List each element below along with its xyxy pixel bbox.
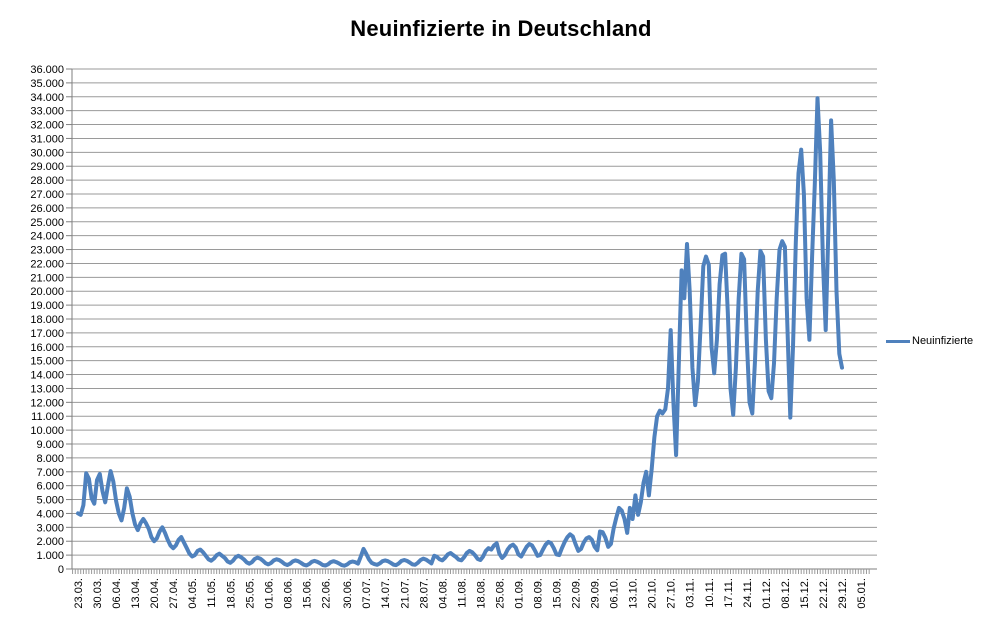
- y-axis-label: 27.000: [30, 189, 64, 201]
- y-axis-label: 31.000: [30, 133, 64, 145]
- x-axis-label: 01.12.: [761, 578, 773, 609]
- x-axis-label: 24.11.: [742, 578, 754, 608]
- y-axis-label: 1.000: [36, 550, 64, 562]
- x-axis-label: 22.12.: [818, 578, 830, 609]
- x-axis-label: 18.08.: [475, 578, 487, 609]
- x-axis-label: 13.04.: [130, 578, 142, 609]
- y-axis-label: 25.000: [30, 217, 64, 229]
- x-axis-label: 22.09.: [571, 578, 583, 609]
- y-axis-label: 2.000: [36, 536, 64, 548]
- y-axis-label: 14.000: [30, 370, 64, 382]
- x-axis-label: 08.12.: [780, 578, 792, 609]
- y-gridlines: [72, 68, 877, 556]
- y-axis-label: 33.000: [30, 106, 64, 118]
- x-axis-label: 25.08.: [494, 578, 506, 609]
- y-axis-label: 16.000: [30, 342, 64, 354]
- y-axis-label: 15.000: [30, 356, 64, 368]
- x-axis-label: 15.06.: [301, 578, 313, 609]
- x-axis-label: 27.04.: [168, 578, 180, 609]
- y-axis-label: 3.000: [36, 522, 64, 534]
- y-axis-label: 17.000: [30, 328, 64, 340]
- x-axis-label: 10.11.: [704, 578, 716, 608]
- y-axis-label: 35.000: [30, 78, 64, 90]
- x-axis-label: 28.07.: [418, 578, 430, 609]
- x-axis-ticks: [72, 569, 870, 574]
- x-axis-label: 21.07.: [399, 578, 411, 609]
- x-axis-label: 29.12.: [837, 578, 849, 609]
- x-axis-label: 17.11.: [723, 578, 735, 608]
- x-axis-label: 27.10.: [666, 578, 678, 609]
- y-axis-label: 8.000: [36, 453, 64, 465]
- x-axis-label: 05.01.: [856, 578, 868, 609]
- y-axis-label: 12.000: [30, 397, 64, 409]
- x-axis-label: 13.10.: [628, 578, 640, 609]
- x-axis-label: 06.10.: [609, 578, 621, 609]
- x-axis-label: 18.05.: [225, 578, 237, 609]
- y-axis-label: 30.000: [30, 147, 64, 159]
- x-axis-label: 23.03.: [73, 578, 85, 609]
- y-axis-label: 34.000: [30, 92, 64, 104]
- x-axis-label: 08.09.: [532, 578, 544, 609]
- y-axis-label: 32.000: [30, 120, 64, 132]
- y-axis-label: 13.000: [30, 383, 64, 395]
- x-axis-label: 30.06.: [342, 578, 354, 609]
- x-axis-label: 15.09.: [552, 578, 564, 609]
- x-axis-label: 14.07.: [380, 578, 392, 609]
- x-axis-label: 20.04.: [149, 578, 161, 609]
- x-axis-label: 11.08.: [456, 578, 468, 608]
- y-axis-label: 19.000: [30, 300, 64, 312]
- x-axis-labels: 23.03. 30.03. 06.04. 13.04. 20.04. 27.04. 04.0…: [73, 578, 868, 609]
- x-axis-label: 01.06.: [263, 578, 275, 609]
- x-axis-label: 25.05.: [244, 578, 256, 609]
- x-axis-label: 07.07.: [361, 578, 373, 609]
- y-axis-label: 5.000: [36, 495, 64, 507]
- x-axis-label: 20.10.: [647, 578, 659, 609]
- y-axis-label: 29.000: [30, 161, 64, 173]
- legend: Neuinfizierte: [886, 335, 973, 347]
- x-axis-label: 04.05.: [187, 578, 199, 609]
- x-axis-label: 08.06.: [282, 578, 294, 609]
- y-axis-label: 11.000: [31, 411, 64, 423]
- x-axis-label: 11.05.: [206, 578, 218, 608]
- y-axis-label: 18.000: [30, 314, 64, 326]
- x-axis-label: 30.03.: [92, 578, 104, 609]
- y-axis-label: 6.000: [36, 481, 64, 493]
- x-axis-label: 15.12.: [799, 578, 811, 609]
- y-axis-label: 22.000: [30, 258, 64, 270]
- y-axis-label: 20.000: [30, 286, 64, 298]
- y-axis-label: 10.000: [30, 425, 64, 437]
- x-axis-label: 22.06.: [320, 578, 332, 609]
- legend-entry-label: Neuinfizierte: [912, 335, 974, 347]
- y-axis-label: 4.000: [36, 508, 64, 520]
- y-axis-label: 28.000: [30, 175, 64, 187]
- series-line-neuinfizierte: [76, 96, 844, 568]
- x-axis-label: 04.08.: [437, 578, 449, 609]
- y-axis-label: 9.000: [36, 439, 64, 451]
- legend-line-sample-icon: [886, 339, 910, 343]
- x-axis-label: 06.04.: [111, 578, 123, 609]
- y-axis-label: 21.000: [30, 272, 64, 284]
- y-axis-label: 24.000: [30, 231, 64, 243]
- x-axis-label: 29.09.: [590, 578, 602, 609]
- chart-title: Neuinfizierte in Deutschland: [350, 16, 652, 41]
- y-axis-label: 7.000: [36, 467, 64, 479]
- x-axis-label: 03.11.: [685, 578, 697, 608]
- y-axis-label: 0: [58, 564, 64, 576]
- y-axis-label: 26.000: [30, 203, 64, 215]
- x-axis-label: 01.09.: [513, 578, 525, 609]
- y-axis-label: 36.000: [30, 64, 64, 76]
- y-axis-label: 23.000: [30, 245, 64, 257]
- y-axis-ticks: [66, 68, 72, 570]
